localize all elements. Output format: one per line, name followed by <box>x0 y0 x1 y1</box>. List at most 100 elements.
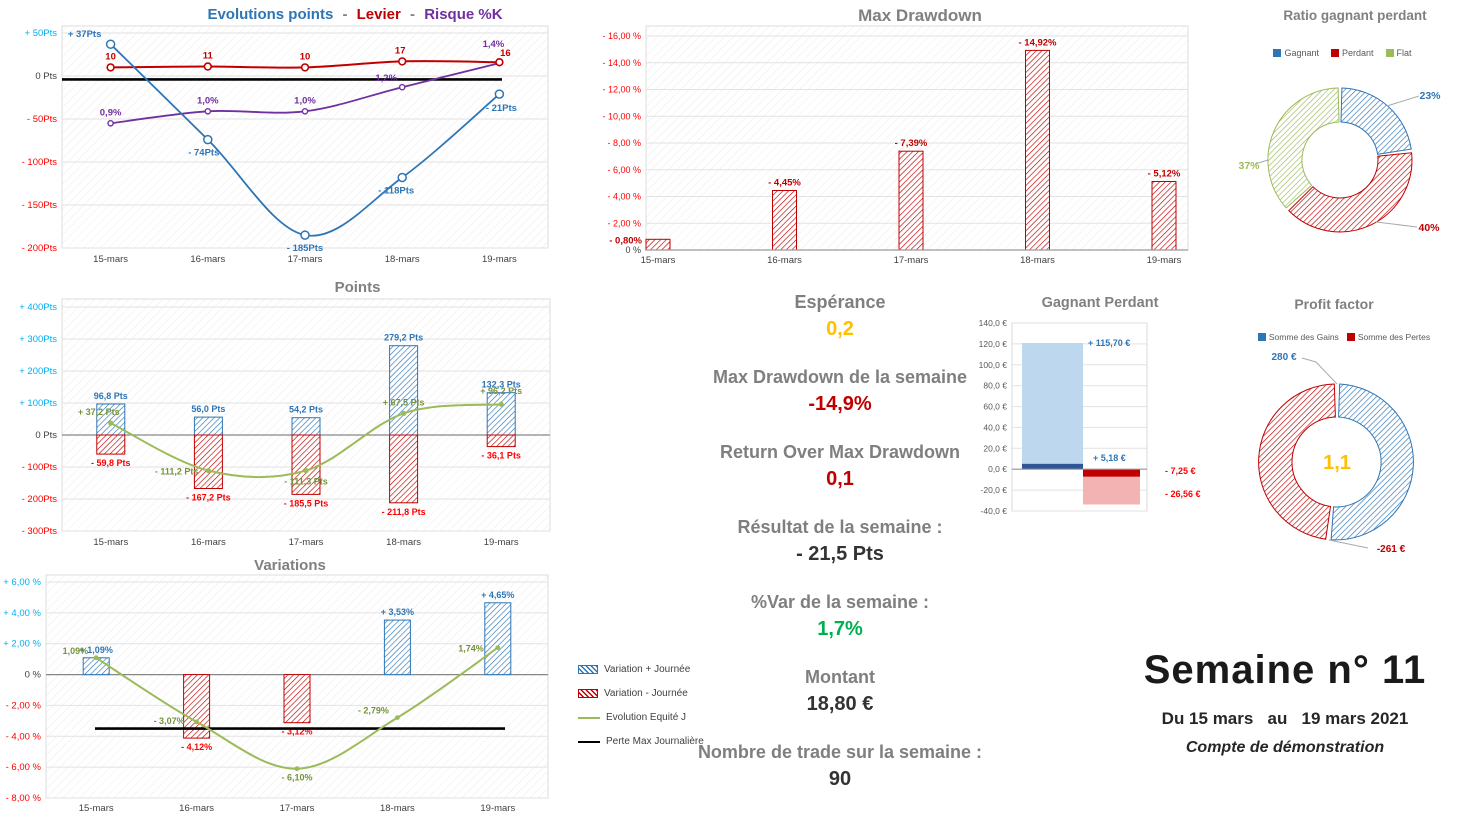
svg-text:120,0 €: 120,0 € <box>979 339 1008 349</box>
svg-text:17-mars: 17-mars <box>280 803 315 814</box>
svg-text:16-mars: 16-mars <box>190 254 225 265</box>
svg-text:18-mars: 18-mars <box>385 254 420 265</box>
svg-text:- 10,00 %: - 10,00 % <box>602 111 641 121</box>
pertes-swatch-icon <box>1346 333 1355 341</box>
chart-profit-factor-title: Profit factor <box>1294 296 1374 312</box>
chart-ratio-title: Ratio gagnant perdant <box>1283 8 1427 23</box>
svg-text:16-mars: 16-mars <box>191 537 226 548</box>
stat-label: Nombre de trade sur la semaine : <box>697 742 983 762</box>
svg-text:- 2,00 %: - 2,00 % <box>6 700 42 711</box>
svg-text:96,8 Pts: 96,8 Pts <box>94 391 128 401</box>
svg-text:- 14,00 %: - 14,00 % <box>602 58 641 68</box>
svg-text:- 50Pts: - 50Pts <box>27 114 57 125</box>
svg-text:16: 16 <box>500 48 511 59</box>
legend-row-variation-minus: Variation - Journée <box>578 688 704 699</box>
svg-text:+ 2,00 %: + 2,00 % <box>3 639 41 650</box>
title-separator: - <box>410 6 416 23</box>
legend-item-perdant: Perdant <box>1330 48 1374 58</box>
svg-text:- 200Pts: - 200Pts <box>22 494 58 505</box>
title-separator: - <box>342 6 348 23</box>
svg-text:- 4,12%: - 4,12% <box>181 742 212 752</box>
variations-canvas: + 6,00 % + 4,00 % + 2,00 % 0 % - 2,00 % - 4,0… <box>3 574 549 814</box>
svg-text:0,9%: 0,9% <box>100 107 122 118</box>
perte-max-line-icon <box>578 740 600 743</box>
stat-resultat-semaine: Résultat de la semaine : - 21,5 Pts <box>620 517 1060 566</box>
svg-text:- 0,80%: - 0,80% <box>609 235 642 246</box>
chart-variations-title: Variations <box>254 557 326 574</box>
chart-max-drawdown-title: Max Drawdown <box>858 6 982 25</box>
svg-text:- 6,10%: - 6,10% <box>281 773 312 783</box>
legend-row-evolution-equite: Evolution Equité J <box>578 712 704 723</box>
svg-text:+ 4,00 %: + 4,00 % <box>3 608 41 619</box>
svg-text:56,0 Pts: 56,0 Pts <box>191 404 225 414</box>
svg-text:18-mars: 18-mars <box>1020 255 1055 266</box>
stat-var-semaine: %Var de la semaine : 1,7% <box>620 592 1060 641</box>
chart-gagnant-perdant-title: Gagnant Perdant <box>1041 295 1159 311</box>
stat-montant: Montant 18,80 € <box>620 667 1060 716</box>
svg-text:0 Pts: 0 Pts <box>35 430 57 441</box>
svg-text:19-mars: 19-mars <box>480 803 515 814</box>
legend-row-perte-max: Perte Max Journalière <box>578 736 704 747</box>
svg-text:0 Pts: 0 Pts <box>35 71 57 82</box>
profit-factor-canvas: 280 € -261 € 1,1 <box>1258 352 1414 555</box>
svg-text:- 4,00 %: - 4,00 % <box>6 731 42 742</box>
svg-text:-20,0 €: -20,0 € <box>981 485 1008 495</box>
svg-text:1,0%: 1,0% <box>197 95 219 106</box>
svg-text:18-mars: 18-mars <box>380 803 415 814</box>
svg-text:140,0 €: 140,0 € <box>979 318 1008 328</box>
svg-text:+ 4,65%: + 4,65% <box>481 590 514 600</box>
svg-text:- 6,00 %: - 6,00 % <box>607 165 641 175</box>
svg-text:-40,0 €: -40,0 € <box>981 506 1008 516</box>
flat-swatch-icon <box>1385 49 1394 57</box>
stat-max-drawdown-semaine: Max Drawdown de la semaine -14,9% <box>620 367 1060 416</box>
svg-text:- 7,25 €: - 7,25 € <box>1165 466 1196 476</box>
points-canvas: + 400Pts + 300Pts + 200Pts + 100Pts 0 Pts - 1… <box>19 298 551 548</box>
svg-text:1,09%: 1,09% <box>63 646 89 656</box>
svg-text:+ 37Pts: + 37Pts <box>68 29 102 40</box>
legend-item-gagnant: Gagnant <box>1273 48 1319 58</box>
svg-text:+ 50Pts: + 50Pts <box>25 28 58 39</box>
svg-text:- 150Pts: - 150Pts <box>22 200 58 211</box>
title-evolutions-points: Evolutions points <box>207 6 334 23</box>
evolution-equite-line-icon <box>578 716 600 719</box>
svg-text:15-mars: 15-mars <box>79 803 114 814</box>
svg-text:1,4%: 1,4% <box>483 39 505 50</box>
svg-text:+ 37,2 Pts: + 37,2 Pts <box>78 407 120 417</box>
gagnant-perdant-canvas: 140,0 € 120,0 € 100,0 € 80,0 € 60,0 € 40,0 € 2… <box>979 318 1201 516</box>
svg-text:- 36,1 Pts: - 36,1 Pts <box>481 451 521 461</box>
svg-text:+ 3,53%: + 3,53% <box>381 607 414 617</box>
svg-text:- 4,45%: - 4,45% <box>768 178 801 189</box>
svg-text:18-mars: 18-mars <box>386 537 421 548</box>
svg-text:- 4,00 %: - 4,00 % <box>607 192 641 202</box>
legend-label: Gagnant <box>1284 48 1319 58</box>
profit-factor-legend: Somme des Gains Somme des Pertes <box>1228 332 1460 342</box>
svg-text:0,0 €: 0,0 € <box>988 464 1007 474</box>
chart-max-drawdown: Max Drawdown - 16,00 % - 14,00 % - 12,00 %… <box>600 0 1215 272</box>
week-period: Du 15 mars au 19 mars 2021 <box>1161 709 1409 728</box>
svg-text:- 26,56 €: - 26,56 € <box>1165 489 1201 499</box>
weekly-stats-panel: Espérance 0,2 Max Drawdown de la semaine… <box>620 292 1060 791</box>
svg-text:- 3,12%: - 3,12% <box>281 727 312 737</box>
legend-item-somme-pertes: Somme des Pertes <box>1346 332 1431 342</box>
stat-value: 18,80 € <box>806 693 874 715</box>
legend-label: Somme des Gains <box>1268 332 1339 342</box>
svg-text:+ 6,00 %: + 6,00 % <box>3 577 41 588</box>
ratio-canvas: 23% 40% 37% <box>1238 87 1441 234</box>
svg-text:100,0 €: 100,0 € <box>979 360 1008 370</box>
svg-text:- 74Pts: - 74Pts <box>188 148 219 159</box>
stat-label: %Var de la semaine : <box>750 592 930 612</box>
svg-text:- 300Pts: - 300Pts <box>22 526 58 537</box>
legend-item-flat: Flat <box>1385 48 1412 58</box>
svg-text:- 7,39%: - 7,39% <box>895 138 928 149</box>
svg-text:16-mars: 16-mars <box>179 803 214 814</box>
svg-text:40%: 40% <box>1418 222 1440 234</box>
svg-text:0 %: 0 % <box>625 245 641 255</box>
svg-text:+ 96,2 Pts: + 96,2 Pts <box>480 386 522 396</box>
legend-label: Perte Max Journalière <box>606 736 704 747</box>
svg-text:- 100Pts: - 100Pts <box>22 157 58 168</box>
svg-text:- 118Pts: - 118Pts <box>378 186 414 197</box>
variation-plus-swatch-icon <box>578 665 598 674</box>
svg-text:11: 11 <box>203 51 214 62</box>
svg-text:+ 67,5 Pts: + 67,5 Pts <box>383 397 425 407</box>
legend-label: Somme des Pertes <box>1357 332 1431 342</box>
